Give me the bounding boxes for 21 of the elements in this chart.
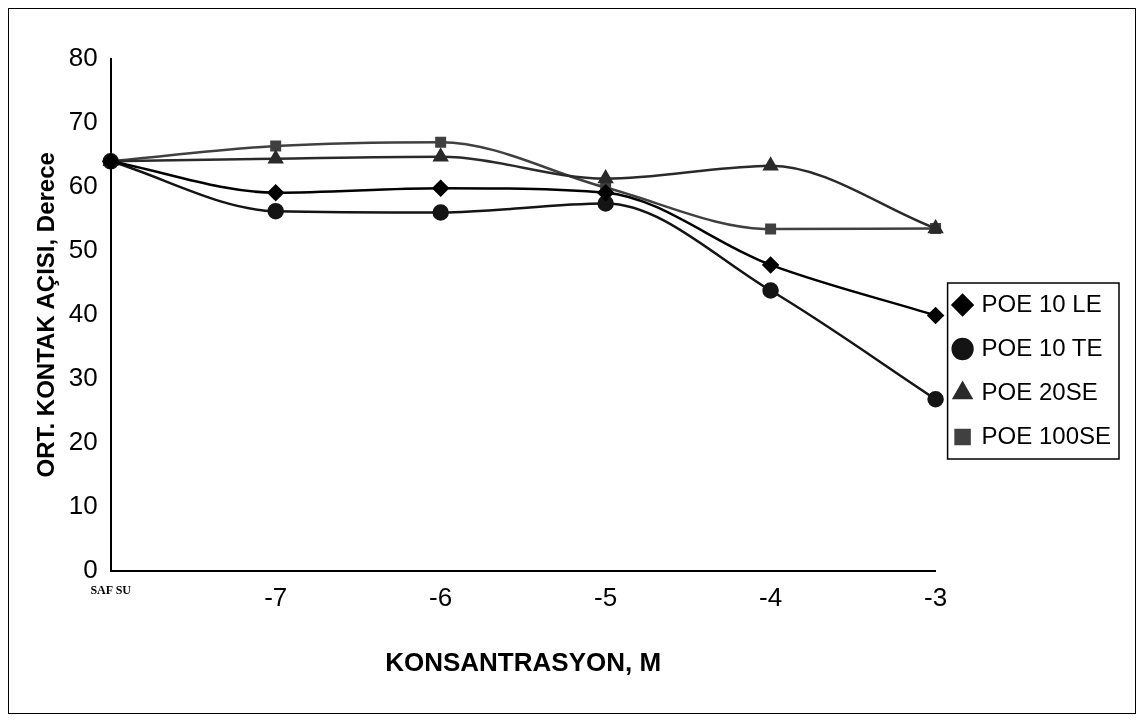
y-tick-label: 80	[68, 42, 98, 73]
x-tick-label: -5	[594, 582, 618, 613]
x-tick-label: -7	[264, 582, 288, 613]
y-axis-title: ORT. KONTAK AÇISI, Derece	[32, 152, 60, 478]
legend-label: POE 10 LE	[981, 289, 1102, 317]
x-tick-label: -6	[429, 582, 453, 613]
y-tick-label: 30	[68, 361, 98, 392]
y-tick-label: 0	[83, 553, 98, 584]
x-tick-label: -4	[759, 582, 783, 613]
y-tick-label: 20	[68, 425, 98, 456]
legend-label: POE 100SE	[981, 421, 1112, 449]
legend-label: POE 20SE	[981, 377, 1098, 405]
x-axis-title: KONSANTRASYON, M	[385, 646, 662, 677]
y-tick-label: 10	[68, 489, 98, 520]
x-tick-label: SAF SU	[90, 582, 132, 597]
y-tick-label: 70	[68, 106, 98, 137]
y-tick-label: 50	[68, 234, 98, 265]
y-tick-label: 60	[68, 170, 98, 201]
y-tick-label: 40	[68, 297, 98, 328]
x-tick-label: -3	[924, 582, 948, 613]
legend-label: POE 10 TE	[981, 333, 1103, 361]
